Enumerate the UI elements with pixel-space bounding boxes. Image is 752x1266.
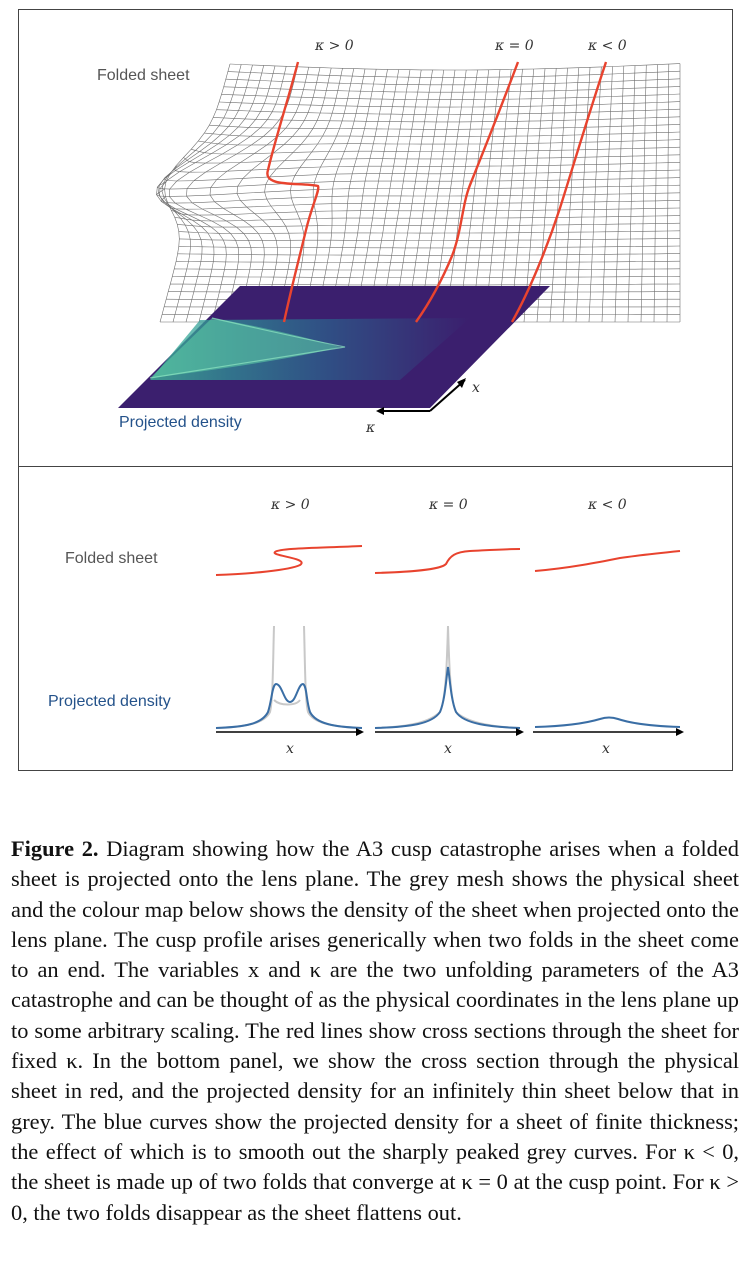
figure-caption: Figure 2. Diagram showing how the A3 cus… xyxy=(11,834,739,1228)
top-axis-x-label: x xyxy=(472,380,480,396)
blue-kappa-negative xyxy=(534,716,681,728)
mesh-line xyxy=(171,207,681,216)
mesh-line xyxy=(172,276,681,278)
mesh-line xyxy=(159,63,231,323)
top-kappa-negative-label: κ < 0 xyxy=(587,38,627,54)
mesh-line xyxy=(198,139,681,146)
bottom-kappa-positive-label: κ > 0 xyxy=(270,497,310,513)
mesh-line xyxy=(183,154,681,164)
mesh-line xyxy=(174,215,681,222)
sheet-red-curves xyxy=(266,61,608,323)
mesh-line xyxy=(186,66,298,323)
top-axis-kappa-label: κ xyxy=(365,420,375,436)
mesh-line xyxy=(161,64,242,323)
top-folded-sheet-label: Folded sheet xyxy=(97,67,190,84)
mesh-line xyxy=(163,169,681,182)
mesh-line xyxy=(227,70,681,78)
mesh-line xyxy=(156,177,681,190)
mesh-line xyxy=(178,230,681,234)
top-kappa-zero-label: κ = 0 xyxy=(494,38,534,54)
bottom-axis-x-label-1: x xyxy=(286,741,294,757)
caption-figure-label: Figure 2. xyxy=(11,836,99,861)
mesh-line xyxy=(216,108,681,115)
mesh-line xyxy=(177,222,681,228)
mesh-line xyxy=(167,200,681,210)
bottom-red-kappa-zero xyxy=(374,548,521,574)
bottom-red-kappa-negative xyxy=(534,550,681,572)
mesh-line xyxy=(223,86,681,93)
top-kappa-positive-label: κ > 0 xyxy=(314,38,354,54)
mesh-line xyxy=(155,184,681,197)
bottom-red-kappa-positive xyxy=(215,545,363,576)
mesh-line xyxy=(204,131,681,137)
mesh-line xyxy=(159,65,276,323)
mesh-line xyxy=(191,146,681,155)
mesh-line xyxy=(219,101,681,108)
bottom-kappa-negative-label: κ < 0 xyxy=(587,497,627,513)
panel-divider xyxy=(18,466,733,467)
blue-kappa-positive xyxy=(215,682,363,729)
mesh-line xyxy=(178,245,681,249)
blue-kappa-zero xyxy=(374,666,521,729)
mesh-line xyxy=(213,116,681,123)
bottom-axis-x-label-3: x xyxy=(602,741,610,757)
mesh-line xyxy=(176,260,681,263)
bottom-blue-curves xyxy=(215,666,681,729)
mesh-line xyxy=(161,192,681,204)
bottom-red-curves xyxy=(215,545,681,576)
bottom-axis-x-label-2: x xyxy=(444,741,452,757)
mesh-line xyxy=(225,78,681,86)
mesh-line xyxy=(328,69,377,323)
caption-text: Diagram showing how the A3 cusp catastro… xyxy=(11,836,739,1225)
top-projected-density-label: Projected density xyxy=(119,414,242,431)
mesh-line xyxy=(302,68,354,323)
mesh-line xyxy=(177,253,681,256)
mesh-line xyxy=(221,93,681,100)
mesh-line xyxy=(174,268,681,271)
red-curve-kappa-positive xyxy=(266,61,320,323)
bottom-grey-curves xyxy=(215,625,521,729)
bottom-projected-density-label: Projected density xyxy=(48,693,171,710)
bottom-kappa-zero-label: κ = 0 xyxy=(428,497,468,513)
bottom-folded-sheet-label: Folded sheet xyxy=(65,550,158,567)
projected-density-plane xyxy=(118,286,550,408)
mesh-line xyxy=(179,238,681,241)
mesh-line xyxy=(315,68,366,323)
mesh-line xyxy=(170,283,681,286)
mesh-line xyxy=(174,162,681,173)
red-curve-kappa-zero xyxy=(415,61,520,323)
red-curve-kappa-negative xyxy=(510,61,608,323)
plane-axes xyxy=(378,379,466,412)
mesh-line xyxy=(209,124,681,130)
figure-graphics: κ > 0 κ = 0 κ < 0 Folded sheet Projected… xyxy=(48,38,684,757)
figure-frame xyxy=(18,9,733,771)
mesh-line xyxy=(236,67,321,323)
folded-sheet-mesh xyxy=(155,63,681,323)
